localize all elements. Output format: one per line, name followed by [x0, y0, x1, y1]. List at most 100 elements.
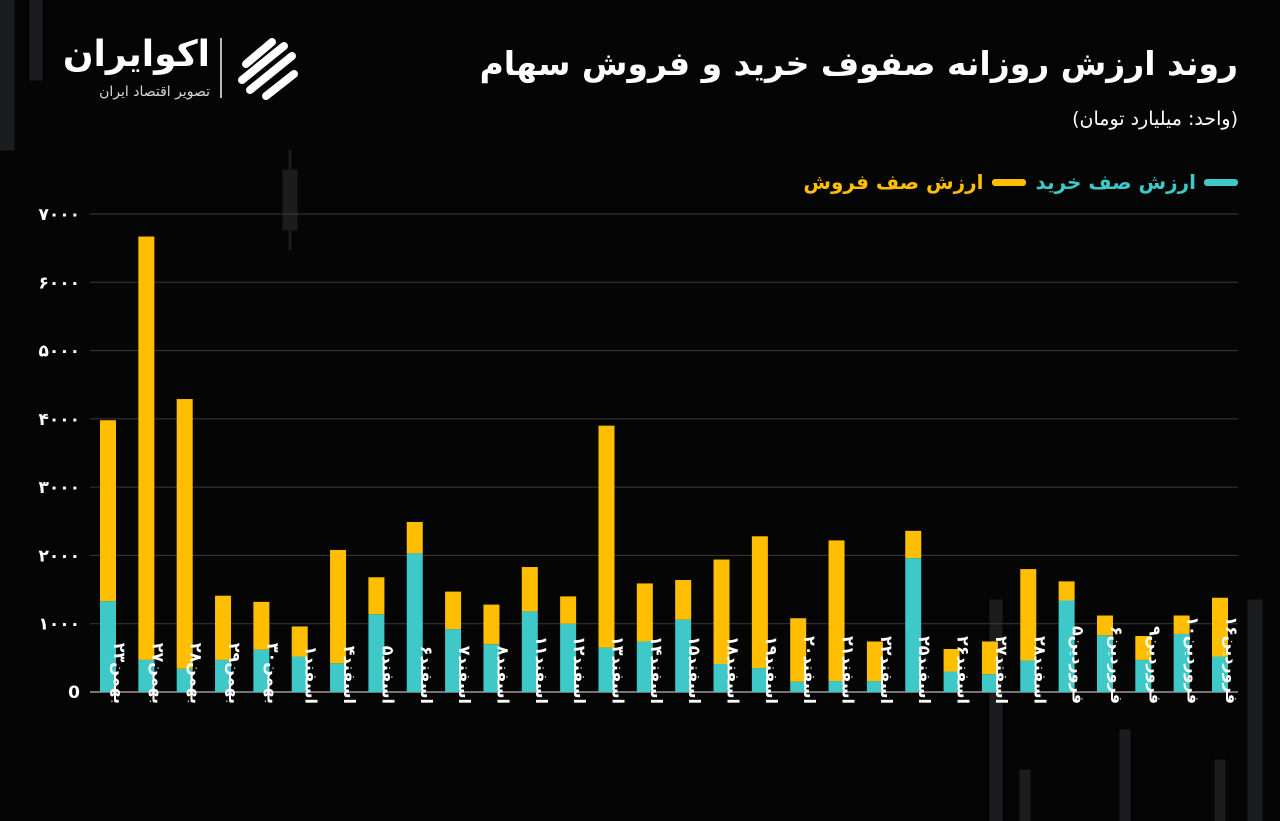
y-tick-label: ۵۰۰۰ — [38, 342, 80, 362]
bar-sell — [1058, 581, 1075, 601]
bar-buy — [215, 659, 232, 692]
bar-sell — [866, 641, 883, 682]
bar-buy — [138, 659, 155, 692]
logo-name: اکوایران — [62, 34, 210, 75]
bar-sell — [560, 596, 577, 624]
x-tick-label: اسفند۲۲ — [877, 636, 896, 704]
bar-buy — [790, 681, 807, 692]
x-tick-label: اسفند۱۵ — [685, 636, 704, 704]
y-tick-label: 0 — [68, 683, 80, 703]
bar-buy — [1096, 635, 1113, 692]
x-tick-label: اسفند۱۲ — [570, 636, 589, 704]
bar-sell — [598, 425, 615, 648]
bar-buy — [445, 629, 462, 692]
chart-subtitle: (واحد: میلیارد تومان) — [1072, 108, 1238, 130]
bar-buy — [1173, 633, 1190, 692]
bar-sell — [253, 601, 270, 650]
bar-sell — [751, 536, 768, 669]
bar-sell — [368, 577, 385, 615]
bar-sell — [100, 420, 116, 602]
bar-buy — [253, 649, 270, 692]
x-tick-label: اسفند۱۱ — [532, 636, 551, 704]
x-tick-label: بهمن۲۷ — [148, 643, 167, 704]
y-tick-label: ۷۰۰۰ — [38, 205, 80, 225]
x-tick-label: اسفند۱۸ — [724, 636, 743, 704]
ekoiran-logo-icon — [238, 38, 298, 100]
bar-sell — [1096, 615, 1113, 636]
x-tick-label: بهمن۳۰ — [263, 643, 282, 704]
x-tick-label: اسفند۵ — [378, 646, 397, 704]
x-tick-label: اسفند۸ — [493, 646, 512, 704]
x-tick-label: اسفند۲۰ — [800, 636, 819, 704]
bar-sell — [1212, 597, 1228, 657]
x-tick-label: بهمن۲۹ — [225, 643, 244, 704]
x-tick-label: اسفند۱۹ — [762, 636, 781, 704]
bar-sell — [1020, 569, 1037, 661]
y-tick-label: ۱۰۰۰ — [38, 615, 80, 635]
bar-buy — [713, 664, 730, 692]
bar-sell — [445, 591, 462, 630]
bar-buy — [1212, 656, 1228, 692]
bar-sell — [291, 626, 308, 657]
legend-label-buy: ارزش صف خرید — [1035, 170, 1196, 194]
bar-sell — [330, 549, 347, 664]
chart-legend: ارزش صف خرید ارزش صف فروش — [803, 170, 1238, 194]
x-tick-label: فروردین۵ — [1069, 626, 1088, 704]
bar-buy — [866, 681, 883, 692]
bar-sell — [138, 236, 155, 660]
bar-sell — [215, 595, 232, 660]
legend-swatch-sell — [991, 178, 1026, 186]
bar-sell — [790, 618, 807, 682]
bar-buy — [1020, 660, 1037, 692]
y-tick-label: ۲۰۰۰ — [38, 546, 80, 566]
bar-sell — [675, 580, 692, 620]
bar-buy — [406, 553, 423, 692]
brand-logo: اکوایران تصویر اقتصاد ایران — [50, 34, 310, 106]
legend-item-buy: ارزش صف خرید — [1036, 170, 1238, 194]
bar-sell — [713, 559, 730, 665]
bar-buy — [560, 623, 577, 692]
x-tick-label: اسفند۲۸ — [1030, 636, 1049, 704]
bar-buy — [368, 614, 385, 692]
bar-buy — [483, 644, 500, 692]
bar-sell — [176, 399, 193, 669]
bar-buy — [598, 647, 615, 692]
grid-lines — [90, 213, 1238, 693]
bar-buy — [100, 601, 116, 692]
x-tick-label: اسفند۲۷ — [992, 636, 1011, 704]
bar-buy — [521, 611, 538, 692]
chart-title: روند ارزش روزانه صفوف خرید و فروش سهام — [479, 44, 1238, 83]
bar-sell — [981, 641, 998, 675]
bar-buy — [751, 668, 768, 692]
x-tick-label: فروردین۹ — [1145, 626, 1164, 704]
x-tick-label: بهمن۲۸ — [187, 643, 206, 704]
bar-buy — [905, 558, 922, 692]
bar-sell — [521, 567, 538, 612]
x-tick-label: اسفند۲۵ — [915, 636, 934, 704]
bar-sell — [636, 583, 653, 642]
x-tick-label: اسفند۷ — [455, 646, 474, 704]
bar-buy — [981, 674, 998, 692]
bar-buy — [1135, 659, 1152, 692]
bar-buy — [330, 663, 347, 692]
bar-buy — [176, 668, 193, 692]
x-tick-label: اسفند۴ — [340, 646, 359, 704]
bar-buy — [636, 641, 653, 692]
x-tick-label: اسفند۶ — [417, 646, 436, 704]
logo-separator — [220, 38, 222, 98]
bar-buy — [828, 681, 845, 692]
legend-item-sell: ارزش صف فروش — [803, 170, 1026, 194]
bar-sell — [905, 530, 922, 559]
y-tick-label: ۶۰۰۰ — [38, 273, 80, 293]
x-tick-label: اسفند۱ — [302, 646, 321, 704]
bar-sell — [828, 540, 845, 682]
bar-sell — [483, 604, 500, 645]
x-tick-label: اسفند۱۴ — [647, 636, 666, 704]
x-tick-label: فروردین۱۶ — [1222, 616, 1241, 704]
bar-sell — [406, 521, 423, 554]
bar-buy — [291, 656, 308, 692]
x-tick-label: اسفند۲۱ — [839, 636, 858, 704]
bar-sell — [943, 648, 960, 672]
